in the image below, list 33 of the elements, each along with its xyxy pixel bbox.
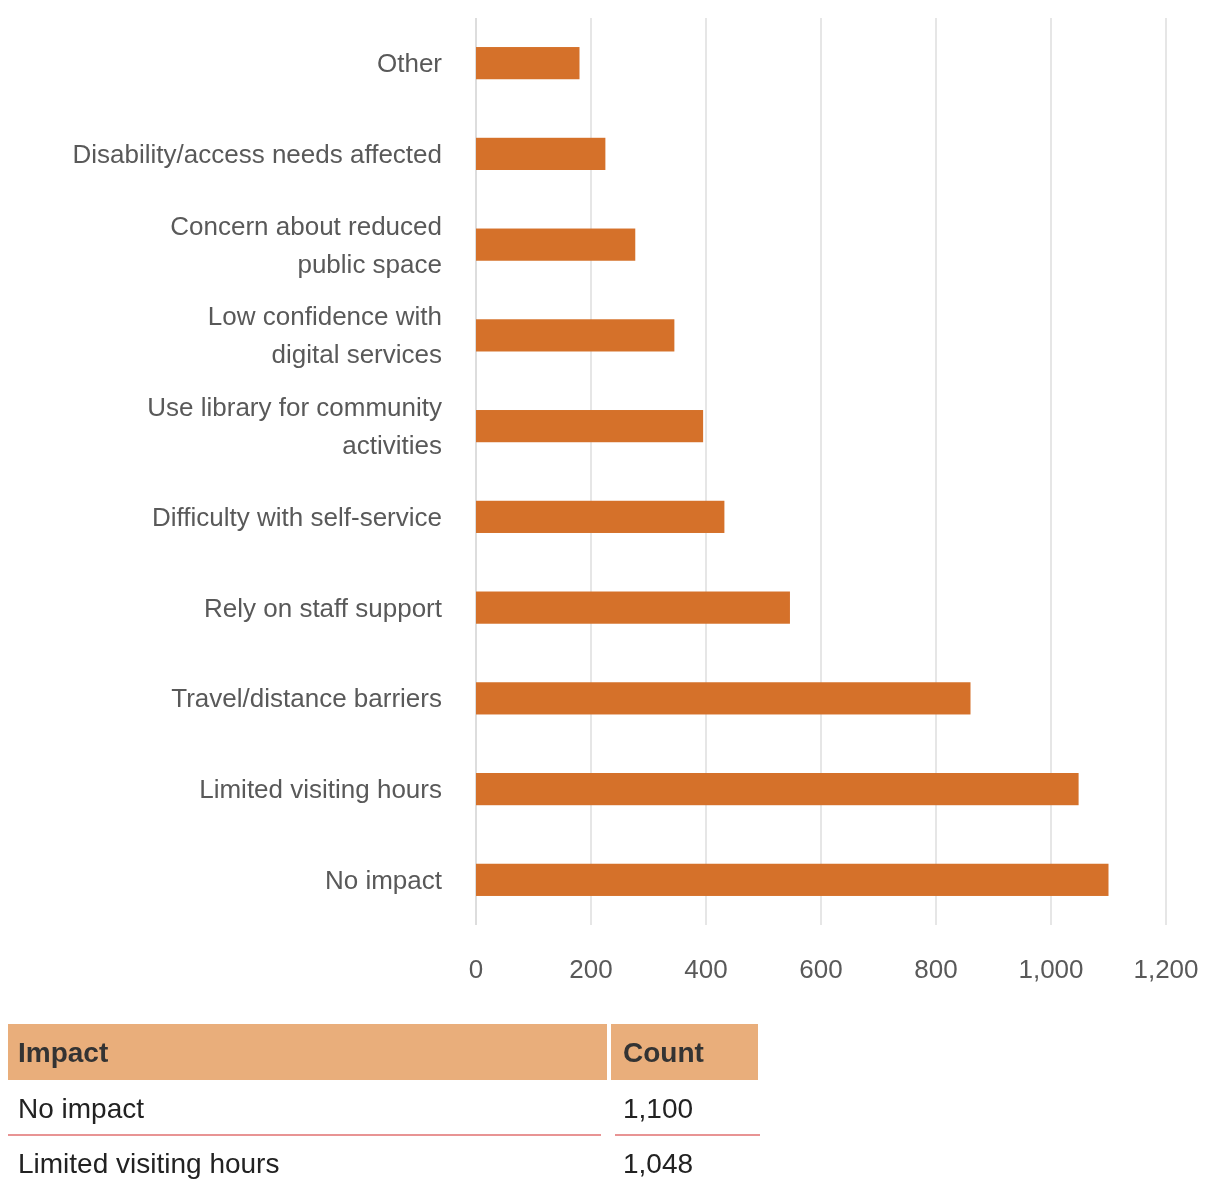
y-tick-label: Travel/distance barriers (171, 683, 442, 714)
y-tick-label: Disability/access needs affected (72, 138, 442, 169)
bar (476, 863, 1109, 896)
bar (476, 410, 704, 443)
bar (476, 319, 675, 352)
text: Impact (18, 1037, 109, 1068)
text: No impact (18, 1093, 145, 1124)
x-tick-label: 0 (468, 954, 484, 984)
y-tick-label: Limited visiting hours (199, 774, 442, 805)
x-tick-label: 1,000 (1018, 954, 1084, 984)
bar (476, 591, 790, 624)
x-tick-label: 1,200 (1133, 954, 1199, 984)
y-tick-label: Use library for community activities (147, 392, 442, 461)
bar (476, 47, 580, 80)
x-tick-label: 400 (684, 954, 728, 984)
text: 1,100 (623, 1093, 694, 1124)
text: 1,048 (623, 1148, 694, 1179)
text: Limited visiting hours (18, 1148, 280, 1179)
x-tick-label: 200 (569, 954, 613, 984)
bar (476, 773, 1079, 806)
y-tick-label: Other (376, 48, 443, 79)
x-tick-label: 800 (914, 954, 958, 984)
bar (476, 137, 606, 170)
bar (476, 500, 725, 533)
bar (476, 682, 971, 715)
y-tick-label: Rely on staff support (204, 592, 443, 623)
y-tick-label: Difficulty with self-service (152, 501, 442, 532)
bar (476, 228, 636, 261)
x-tick-label: 600 (799, 954, 843, 984)
y-tick-label: Low confidence with digital services (207, 301, 442, 370)
text: Count (623, 1037, 704, 1068)
y-tick-label: No impact (324, 864, 443, 895)
y-tick-label: Concern about reduced public space (170, 210, 442, 279)
